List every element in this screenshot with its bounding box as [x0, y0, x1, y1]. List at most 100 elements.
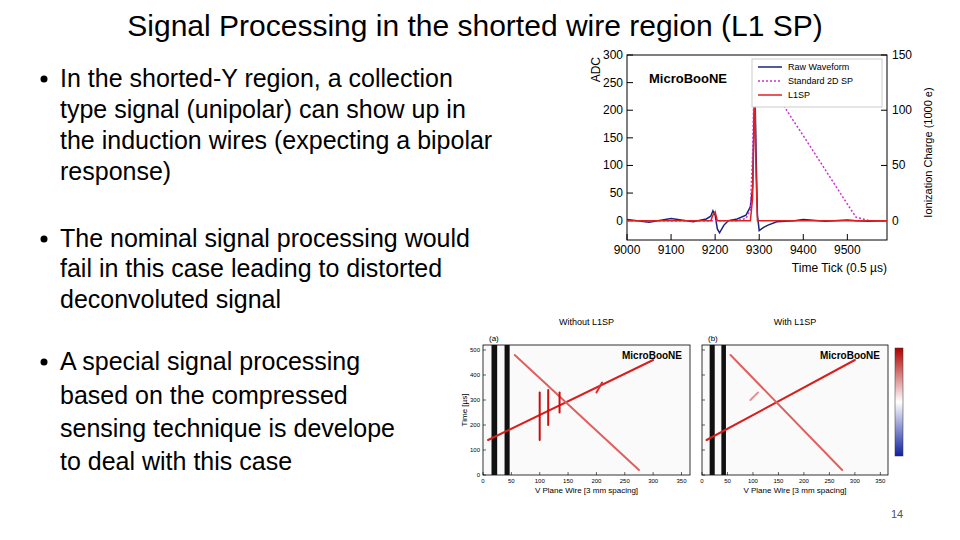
- x-tick-label: 50: [724, 478, 731, 484]
- x-tick-label: 100: [748, 478, 759, 484]
- legend-box: [752, 59, 882, 107]
- series-line: [627, 94, 887, 221]
- y-tick: [627, 82, 633, 83]
- y-tick-label: 500: [470, 347, 481, 353]
- bullet-text: deconvoluted signal: [60, 285, 281, 313]
- track: [559, 393, 561, 413]
- track: [731, 355, 843, 470]
- slide: Signal Processing in the shorted wire re…: [0, 0, 960, 540]
- x-tick-label: 0: [481, 478, 485, 484]
- x-tick: [624, 472, 625, 475]
- panel-title: Without L1SP: [559, 317, 614, 327]
- dead-wire-band: [505, 345, 510, 475]
- y-tick: [483, 425, 486, 426]
- y2-tick-label: 50: [892, 158, 906, 172]
- x-tick-label: 300: [648, 478, 659, 484]
- x-tick-label: 150: [773, 478, 784, 484]
- y-tick: [702, 425, 705, 426]
- y-tick-label: 100: [603, 158, 623, 172]
- x-tick: [702, 472, 703, 475]
- dead-wire-band: [492, 345, 498, 475]
- x-tick: [715, 234, 716, 240]
- y-tick: [627, 110, 633, 111]
- experiment-label: MicroBooNE: [622, 350, 682, 361]
- dead-wire-band: [721, 345, 726, 475]
- track-group: [488, 345, 653, 475]
- x-tick-label: 9100: [658, 243, 685, 257]
- y-tick: [627, 137, 633, 138]
- y-tick-label: 200: [603, 103, 623, 117]
- y-tick-label: 250: [603, 76, 623, 90]
- plot-frame: [627, 55, 887, 240]
- bullet-text: sensing technique is develope: [60, 414, 395, 442]
- bullet-text: based on the compressed: [60, 381, 348, 409]
- event-display: Without L1SP0501001502002503003500100200…: [460, 317, 690, 495]
- x-axis-label: V Plane Wire [3 mm spacing]: [535, 486, 638, 495]
- track-group: [707, 345, 855, 475]
- x-tick-label: 300: [850, 478, 861, 484]
- bullet-text: fail in this case leading to distorted: [60, 254, 442, 282]
- bullet-dot: [41, 76, 48, 83]
- y2-tick: [881, 165, 887, 166]
- y-tick: [483, 475, 486, 476]
- track: [515, 355, 639, 470]
- x-tick-label: 0: [700, 478, 704, 484]
- y-tick: [702, 350, 705, 351]
- experiment-label: MicroBooNE: [649, 71, 727, 86]
- y-tick-label: 0: [477, 472, 481, 478]
- legend-swatch: [758, 80, 782, 82]
- track: [539, 393, 541, 441]
- x-tick-label: 9500: [834, 243, 861, 257]
- experiment-label: MicroBooNE: [820, 350, 880, 361]
- track: [750, 393, 758, 401]
- color-bar: [895, 348, 903, 456]
- x-tick: [803, 234, 804, 240]
- panel-title: With L1SP: [774, 317, 817, 327]
- y-tick-label: 0: [616, 214, 623, 228]
- track: [547, 390, 549, 425]
- y-tick-label: 150: [603, 131, 623, 145]
- x-tick: [759, 234, 760, 240]
- x-tick-label: 9400: [790, 243, 817, 257]
- x-tick: [671, 234, 672, 240]
- x-tick-label: 350: [875, 478, 886, 484]
- y-tick-label: 300: [470, 397, 481, 403]
- y-tick: [483, 350, 486, 351]
- x-tick-label: 250: [620, 478, 631, 484]
- x-tick-label: 9000: [614, 243, 641, 257]
- x-tick: [483, 472, 484, 475]
- x-tick: [511, 472, 512, 475]
- plot-frame: [702, 345, 888, 475]
- y-tick: [702, 450, 705, 451]
- legend-label: Raw Waveform: [788, 62, 849, 72]
- y2-tick: [881, 55, 887, 56]
- page-number: 14: [891, 508, 903, 520]
- legend-swatch: [758, 94, 782, 96]
- bullet-text: type signal (unipolar) can show up in: [60, 95, 466, 123]
- bullet-text: In the shorted-Y region, a collection: [60, 64, 453, 92]
- x-tick: [627, 234, 628, 240]
- bullet-dot: [41, 359, 48, 366]
- y-tick-label: 300: [603, 48, 623, 62]
- bullet-text: A special signal processing: [60, 347, 360, 375]
- y2-tick-label: 150: [892, 48, 912, 62]
- x-tick-label: 100: [535, 478, 546, 484]
- panel-label: (b): [708, 334, 718, 343]
- x-tick: [778, 472, 779, 475]
- y-tick: [627, 55, 633, 56]
- bullet-text: the induction wires (expecting a bipolar: [60, 126, 492, 154]
- legend-swatch: [758, 66, 782, 68]
- x-tick: [847, 234, 848, 240]
- slide-title: Signal Processing in the shorted wire re…: [127, 9, 822, 42]
- plot-frame: [483, 345, 690, 475]
- legend-label: L1SP: [788, 90, 810, 100]
- x-tick: [727, 472, 728, 475]
- x-tick-label: 9300: [746, 243, 773, 257]
- x-tick-label: 150: [563, 478, 574, 484]
- bullet-dot: [41, 236, 48, 243]
- x-tick-label: 350: [676, 478, 687, 484]
- y-tick: [627, 193, 633, 194]
- y-tick: [483, 375, 486, 376]
- x-tick: [880, 472, 881, 475]
- x-tick-label: 9200: [702, 243, 729, 257]
